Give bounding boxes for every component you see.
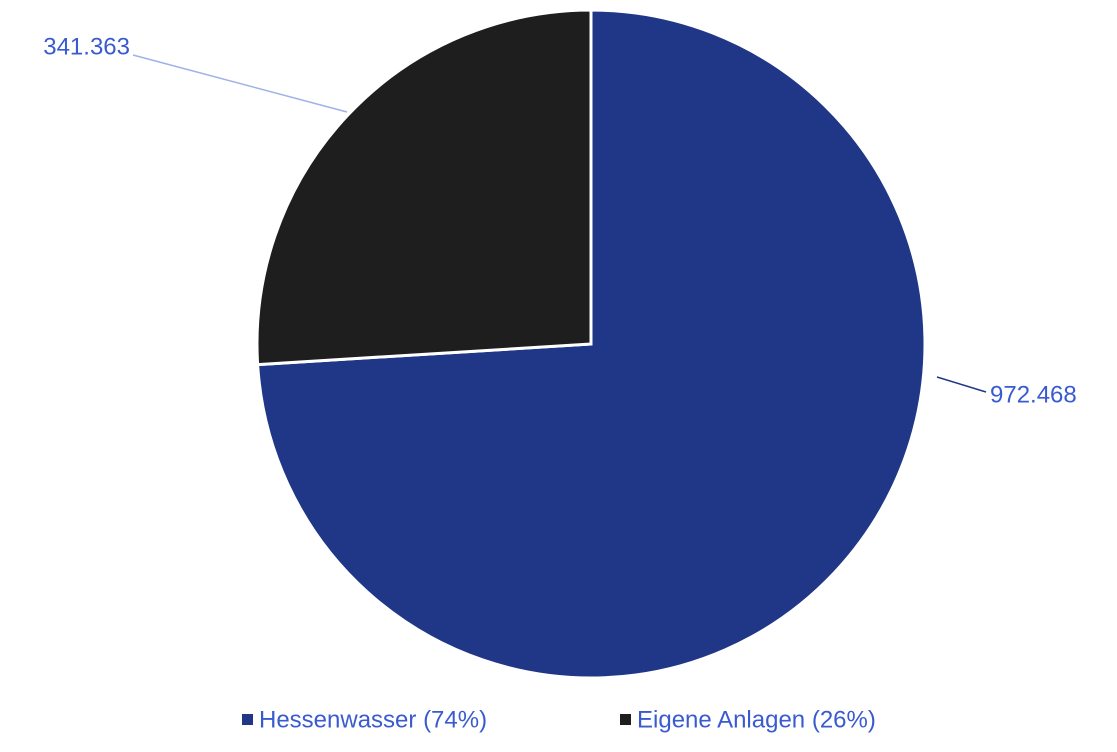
legend-swatch [620,714,631,725]
leader-line [132,54,348,113]
legend-swatch [242,714,253,725]
pie-slice [255,8,593,367]
legend-label: Hessenwasser (74%) [259,706,487,733]
leader-line [936,376,987,393]
data-label: 341.363 [43,33,130,60]
data-label: 972.468 [990,381,1077,408]
legend-label: Eigene Anlagen (26%) [637,706,876,733]
